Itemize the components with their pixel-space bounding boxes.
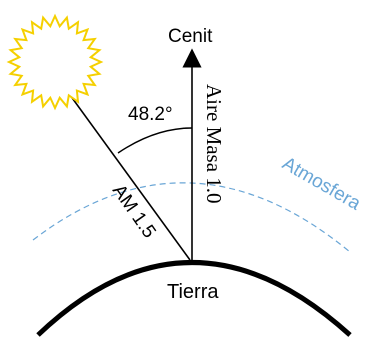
air-mass-slant-label: AM 1.5 <box>108 181 160 242</box>
atmosphere-label: Atmosfera <box>279 153 365 215</box>
earth-surface <box>36 260 352 337</box>
air-mass-zenith-label: Aire Masa 1.0 <box>202 84 226 204</box>
atmosphere-arc <box>32 182 351 253</box>
sun-ray-line <box>69 94 191 261</box>
angle-arc <box>117 127 193 154</box>
earth-label: Tierra <box>167 281 219 303</box>
zenith-label: Cenit <box>168 26 213 47</box>
sun-icon <box>6 13 104 111</box>
angle-label: 48.2° <box>128 104 173 125</box>
